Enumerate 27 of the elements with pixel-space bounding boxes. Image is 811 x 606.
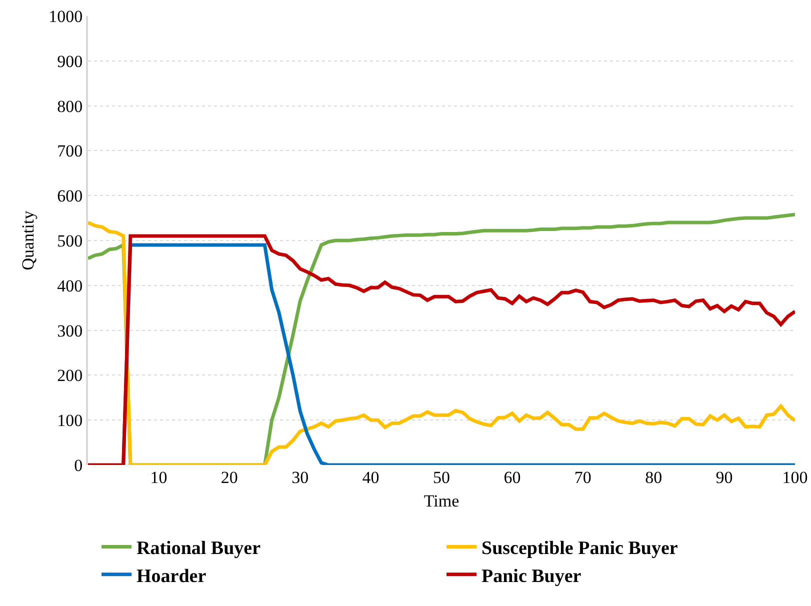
- x-tick-label: 70: [574, 468, 592, 487]
- y-tick-label: 200: [57, 366, 83, 386]
- y-tick-label: 0: [74, 456, 83, 475]
- legend-label: Hoarder: [136, 566, 207, 587]
- y-tick-label: 900: [57, 52, 83, 71]
- y-tick-label: 400: [57, 276, 83, 296]
- y-tick-label: 600: [57, 186, 83, 206]
- x-axis-title: Time: [424, 491, 460, 510]
- y-tick-label: 700: [57, 142, 83, 161]
- x-tick-label: 40: [362, 468, 380, 487]
- x-tick-label: 20: [220, 468, 238, 487]
- x-tick-label: 50: [433, 468, 450, 487]
- x-tick-label: 90: [716, 468, 733, 487]
- y-axis-title: Quantity: [18, 210, 38, 270]
- legend-label: Panic Buyer: [482, 566, 582, 587]
- y-tick-label: 300: [57, 321, 83, 340]
- legend-label: Susceptible Panic Buyer: [482, 538, 678, 560]
- y-tick-label: 1000: [48, 6, 83, 26]
- y-tick-label: 800: [57, 96, 83, 116]
- x-tick-label: 80: [645, 468, 662, 487]
- x-tick-label: 100: [782, 468, 808, 487]
- x-tick-label: 10: [150, 468, 168, 487]
- x-tick-label: 60: [504, 468, 521, 487]
- y-tick-label: 100: [57, 411, 83, 430]
- legend-label: Rational Buyer: [136, 538, 262, 560]
- x-tick-label: 30: [292, 468, 309, 487]
- y-tick-label: 500: [57, 231, 83, 250]
